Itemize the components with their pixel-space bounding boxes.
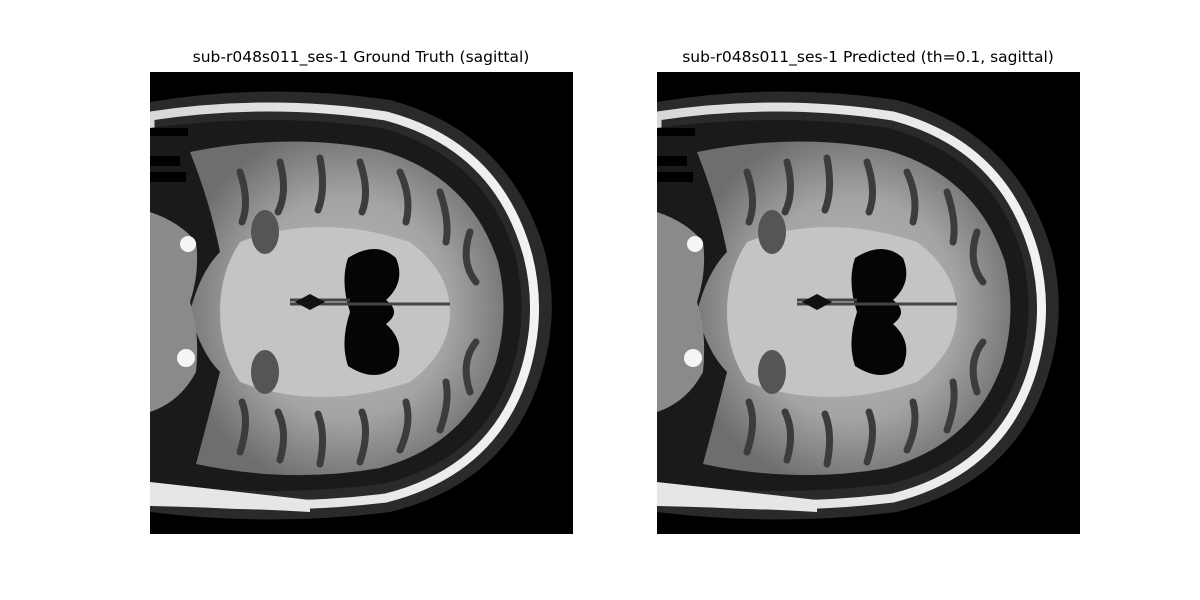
- brain-slice-graphic: [150, 72, 573, 534]
- mri-image-predicted: [657, 72, 1080, 534]
- mri-image-ground-truth: [150, 72, 573, 534]
- panel-title-predicted: sub-r048s011_ses-1 Predicted (th=0.1, sa…: [682, 48, 1054, 66]
- brain-slice-graphic: [657, 72, 1080, 534]
- panel-title-ground-truth: sub-r048s011_ses-1 Ground Truth (sagitta…: [192, 48, 530, 66]
